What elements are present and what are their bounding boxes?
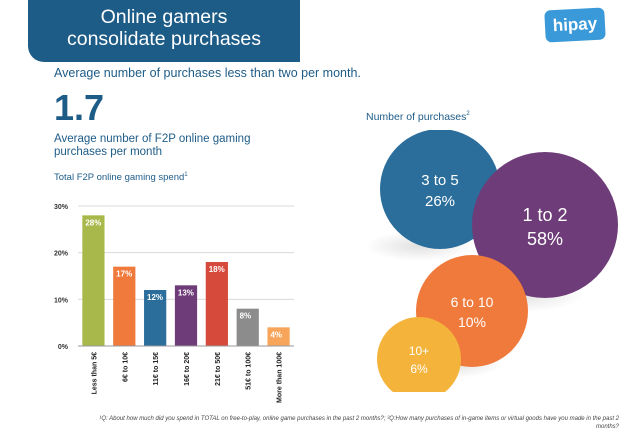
bar [205, 262, 228, 346]
bubble-chart-title-sup: 2 [466, 111, 470, 117]
title-banner: Online gamers consolidate purchases [28, 0, 300, 62]
bubble-value-label: 6% [410, 362, 428, 376]
purchases-bubble-chart: 3 to 5 26% 1 to 2 58% 6 to 10 10% 10+ 6% [365, 130, 618, 392]
bubble-category-label: 1 to 2 [522, 205, 567, 225]
bar [267, 327, 290, 346]
highlight-description: Average number of F2P online gaming purc… [54, 133, 251, 158]
bubble-category-label: 3 to 5 [421, 172, 459, 189]
bar [174, 285, 198, 346]
bubble-category-label: 10+ [409, 344, 429, 358]
highlight-value: 1.7 [54, 87, 105, 128]
bar-chart-title: Total F2P online gaming spend1 [54, 172, 188, 183]
bar-value-label: 8% [240, 312, 252, 321]
x-tick-label: 16€ to 20€ [184, 352, 191, 386]
y-tick-label: 0% [58, 344, 69, 351]
bubble-value-label: 58% [527, 229, 563, 249]
bar-value-label: 18% [209, 265, 225, 274]
bar-value-label: 4% [270, 330, 282, 339]
x-tick-label: 51€ to 100€ [246, 352, 253, 390]
x-tick-label: 21€ to 50€ [215, 352, 222, 386]
hipay-logo: hipay [544, 7, 606, 43]
footnote: ¹Q: About how much did you spend in TOTA… [99, 416, 619, 430]
bubble [380, 130, 500, 249]
title-line-2: consolidate purchases [66, 28, 262, 50]
bubble [472, 152, 618, 298]
bar-value-label: 12% [147, 293, 163, 302]
x-tick-label: 6€ to 10€ [122, 352, 129, 382]
y-tick-label: 10% [54, 297, 69, 304]
bar-value-label: 28% [85, 218, 101, 227]
bar-value-label: 17% [116, 270, 132, 279]
bar [82, 215, 105, 346]
bar [236, 308, 259, 346]
y-tick-label: 30% [54, 204, 69, 211]
y-tick-label: 20% [54, 251, 69, 258]
bubble-value-label: 26% [425, 193, 455, 210]
title-line-1: Online gamers [100, 6, 228, 28]
bar-chart-title-sup: 1 [184, 172, 188, 178]
bubble [377, 317, 461, 392]
spend-bar-chart: 0% 10% 20% 30% 28% Less than 5€ 17% 6€ to 10€ 12… [54, 204, 294, 403]
x-tick-label: More than 100€ [277, 352, 284, 403]
bubble-category-label: 6 to 10 [451, 294, 494, 310]
x-tick-label: 11€ to 15€ [153, 352, 160, 386]
bar-chart-title-text: Total F2P online gaming spend [54, 172, 185, 183]
bubble-chart-title: Number of purchases2 [366, 111, 470, 123]
bar [113, 266, 136, 346]
x-tick-label: Less than 5€ [91, 352, 98, 395]
bar [144, 290, 167, 346]
bar-value-label: 13% [178, 288, 194, 297]
page-subtitle: Average number of purchases less than tw… [54, 66, 361, 80]
bubble-chart-title-text: Number of purchases [366, 111, 467, 123]
bubble-value-label: 10% [458, 314, 486, 330]
